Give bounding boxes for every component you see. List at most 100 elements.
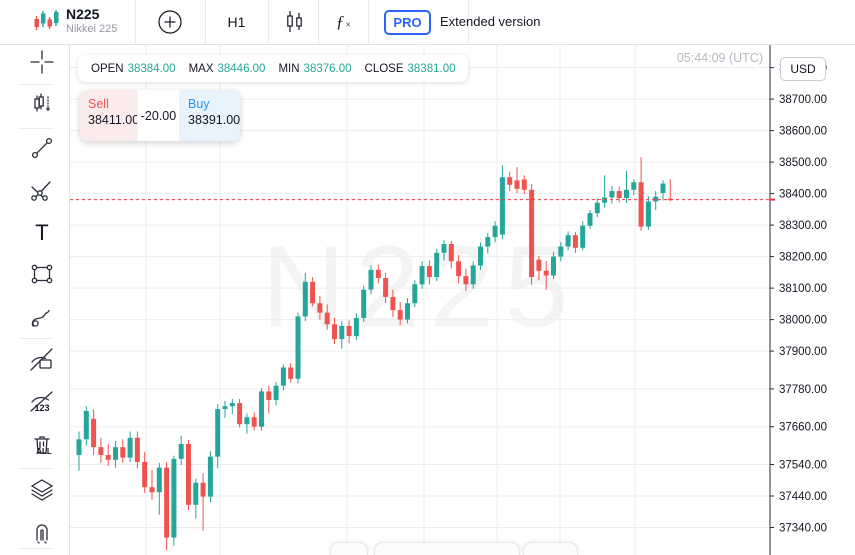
candle-body bbox=[200, 482, 206, 497]
fx-icon: ƒ bbox=[335, 12, 345, 31]
sidebar-separator bbox=[18, 468, 54, 469]
candle-body bbox=[653, 196, 659, 202]
axis-price-label: 38200.00 bbox=[779, 252, 827, 264]
axis-price-label: 38700.00 bbox=[779, 94, 827, 106]
tool-crosshair-icon[interactable] bbox=[27, 47, 57, 77]
axis-price-label: 38100.00 bbox=[779, 283, 827, 295]
server-clock: 05:44:09 (UTC) bbox=[676, 51, 763, 65]
candle-body bbox=[405, 303, 410, 320]
open-label: OPEN bbox=[91, 62, 124, 75]
candle-body bbox=[565, 235, 571, 247]
candle-body bbox=[492, 225, 498, 238]
bottom-cutoff-button[interactable] bbox=[523, 542, 578, 555]
candle-body bbox=[499, 177, 505, 235]
sell-button[interactable]: Sell 38411.00 bbox=[80, 90, 139, 141]
candle-body bbox=[346, 325, 352, 336]
axis-price-label: 38300.00 bbox=[779, 220, 827, 232]
timeframe-button[interactable]: H1 bbox=[227, 14, 246, 30]
candle-body bbox=[368, 269, 374, 290]
candle-body bbox=[288, 367, 294, 379]
open-value: 38384.00 bbox=[127, 62, 176, 75]
candlestick-style-icon bbox=[286, 11, 302, 32]
candle-body bbox=[529, 189, 535, 278]
svg-text:123: 123 bbox=[34, 403, 49, 413]
candle-body bbox=[222, 406, 228, 410]
currency-button[interactable]: USD bbox=[780, 57, 826, 81]
candle-body bbox=[514, 180, 520, 189]
sidebar-separator bbox=[18, 84, 54, 85]
axis-price-label: 38600.00 bbox=[779, 126, 827, 138]
toolbar-separator bbox=[135, 0, 136, 44]
pro-badge[interactable]: PRO bbox=[384, 10, 431, 35]
tool-magnet-icon[interactable] bbox=[27, 516, 57, 546]
candle-body bbox=[353, 318, 359, 336]
toolbar-separator bbox=[268, 0, 269, 44]
tool-candles-style-icon[interactable] bbox=[27, 90, 57, 120]
candle-body bbox=[594, 202, 600, 214]
candle-body bbox=[470, 265, 476, 285]
candle-body bbox=[536, 259, 542, 271]
candle-body bbox=[237, 403, 243, 425]
close-value: 38381.00 bbox=[407, 62, 456, 75]
candle-body bbox=[441, 244, 447, 253]
candle-body bbox=[609, 191, 615, 198]
trade-widget: Sell 38411.00 -20.00 Buy 38391.00 bbox=[80, 90, 240, 141]
tool-hide-drawings-icon[interactable] bbox=[27, 345, 57, 375]
max-label: MAX bbox=[188, 62, 214, 75]
tool-remove-all-icon[interactable]: ALL bbox=[27, 430, 57, 460]
toolbar-separator bbox=[368, 0, 369, 44]
tool-rectangle-icon[interactable] bbox=[27, 259, 57, 289]
axis-price-label: 37660.00 bbox=[779, 422, 827, 434]
symbol-title[interactable]: N225 Nikkei 225 bbox=[66, 6, 117, 36]
axis-price-label: 37340.00 bbox=[779, 523, 827, 535]
circle-plus-icon bbox=[158, 10, 182, 34]
add-indicator-button[interactable] bbox=[136, 0, 204, 44]
candle-body bbox=[193, 482, 199, 505]
indicators-fx-button[interactable]: ƒ × bbox=[335, 12, 352, 31]
min-label: MIN bbox=[278, 62, 300, 75]
candle-body bbox=[645, 201, 651, 227]
candle-body bbox=[339, 325, 345, 340]
candle-body bbox=[91, 418, 97, 448]
tool-text-icon[interactable]: T bbox=[27, 218, 57, 248]
candle-body bbox=[375, 269, 381, 279]
candle-body bbox=[419, 266, 425, 285]
svg-text:ALL: ALL bbox=[36, 447, 52, 456]
tool-pitchfork-icon[interactable] bbox=[27, 176, 57, 206]
tool-trend-line-icon[interactable] bbox=[27, 133, 57, 163]
buy-button[interactable]: Buy 38391.00 bbox=[180, 90, 240, 141]
candle-body bbox=[507, 177, 513, 185]
candle-body bbox=[113, 447, 118, 460]
candle-body bbox=[149, 487, 155, 493]
candle-body bbox=[83, 410, 89, 440]
bottom-cutoff-button[interactable] bbox=[330, 542, 368, 555]
candle-body bbox=[186, 444, 191, 505]
candle-body bbox=[76, 439, 82, 456]
platform-logo-icon[interactable] bbox=[33, 9, 59, 36]
tool-layers-icon[interactable] bbox=[27, 475, 57, 505]
candle-body bbox=[638, 182, 644, 227]
bottom-cutoff-button[interactable] bbox=[374, 542, 520, 555]
spread-value: -20.00 bbox=[137, 90, 180, 141]
buy-label: Buy bbox=[188, 97, 210, 111]
candle-body bbox=[244, 417, 250, 425]
axis-price-label: 38000.00 bbox=[779, 315, 827, 327]
candle-body bbox=[631, 182, 637, 190]
extended-version-label[interactable]: Extended version bbox=[440, 14, 541, 29]
candle-body bbox=[448, 244, 454, 262]
chart-style-button[interactable] bbox=[269, 0, 318, 44]
tool-brush-icon[interactable] bbox=[27, 303, 57, 333]
candle-body bbox=[98, 447, 104, 456]
toolbar-separator bbox=[468, 0, 469, 44]
sell-label: Sell bbox=[88, 97, 109, 111]
candle-body bbox=[295, 316, 301, 379]
candle-body bbox=[127, 437, 133, 458]
tool-hide-values-icon[interactable]: 123 bbox=[27, 387, 57, 417]
candle-body bbox=[390, 296, 396, 311]
candle-body bbox=[478, 246, 483, 266]
candle-body bbox=[134, 437, 140, 462]
axis-price-label: 38400.00 bbox=[779, 189, 827, 201]
candle-body bbox=[207, 456, 213, 497]
